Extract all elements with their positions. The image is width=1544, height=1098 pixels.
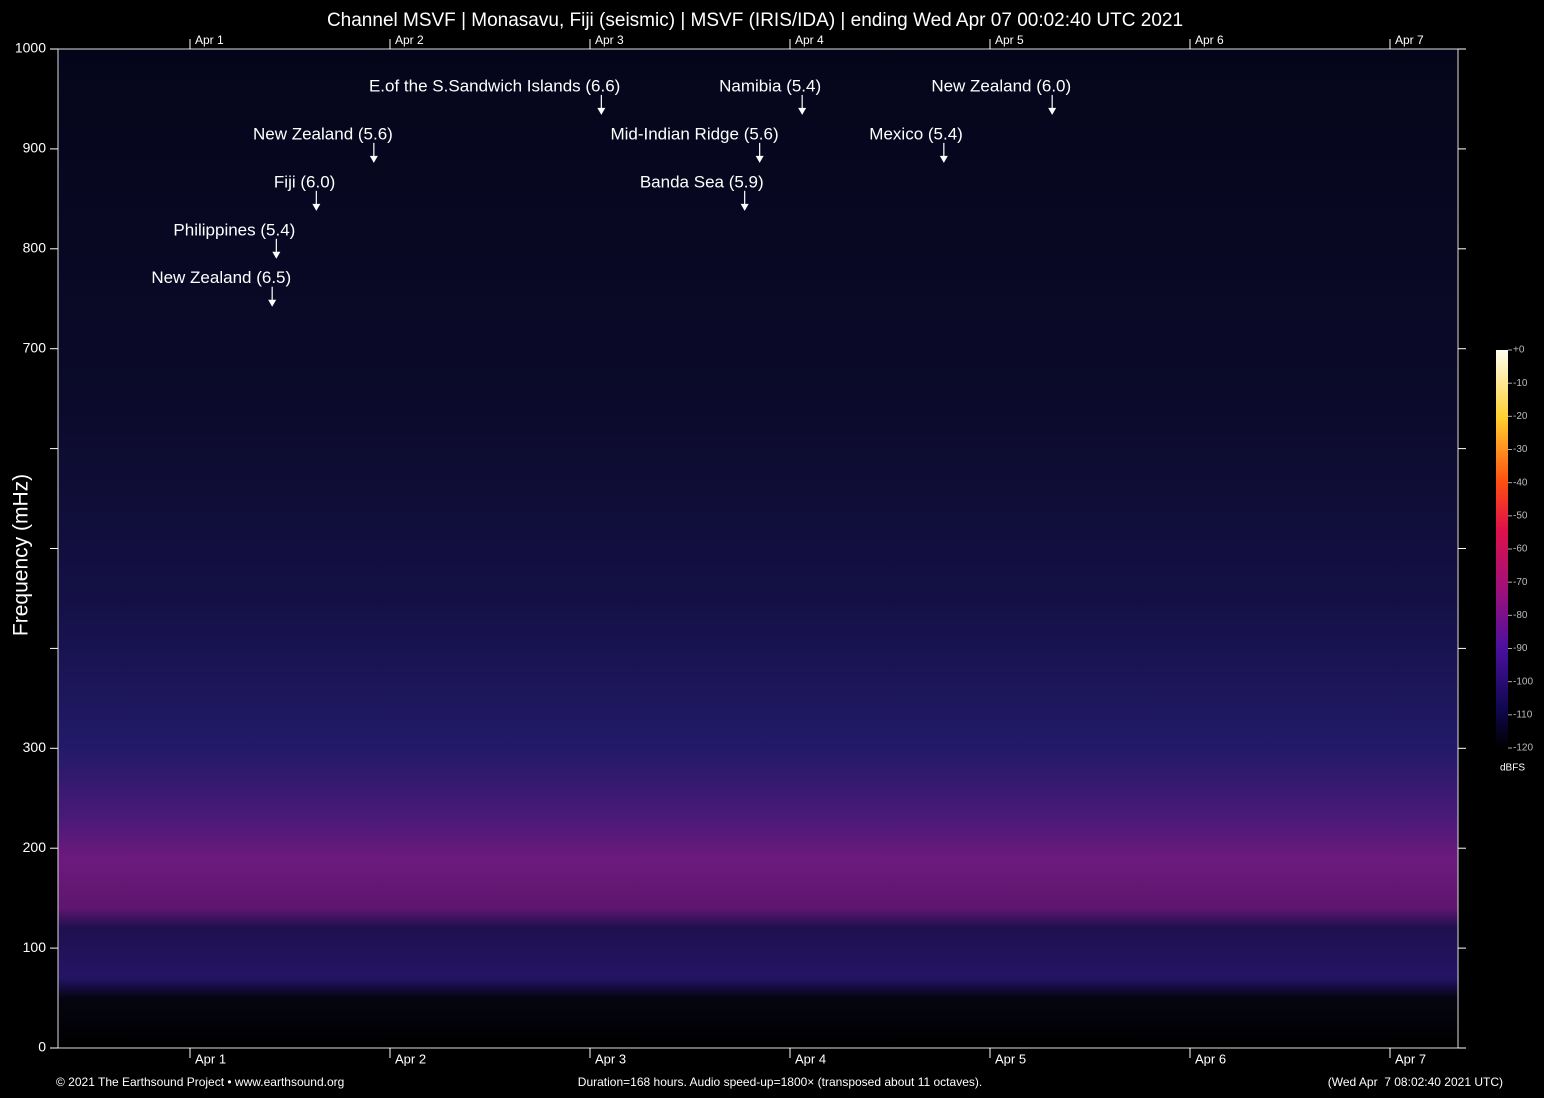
colorbar — [1496, 350, 1508, 748]
timestamp: (Wed Apr 7 08:02:40 2021 UTC) — [1328, 1075, 1503, 1089]
event-arrow — [798, 107, 807, 115]
event-label: Banda Sea (5.9) — [640, 172, 764, 191]
x-tick-label-top: Apr 7 — [1395, 33, 1424, 47]
y-tick-label: 900 — [23, 140, 47, 156]
y-tick-label: 700 — [23, 339, 47, 355]
event-label: E.of the S.Sandwich Islands (6.6) — [369, 76, 620, 95]
y-tick-label: 800 — [23, 240, 47, 256]
colorbar-tick-label: -100 — [1513, 676, 1533, 687]
colorbar-tick-label: -110 — [1513, 709, 1533, 720]
x-tick-label-top: Apr 1 — [195, 33, 224, 47]
colorbar-tick-label: -90 — [1513, 643, 1528, 654]
x-tick-label-top: Apr 4 — [795, 33, 824, 47]
credit: © 2021 The Earthsound Project • www.eart… — [56, 1075, 344, 1089]
x-tick-label: Apr 5 — [995, 1051, 1026, 1066]
event-arrow — [268, 299, 277, 307]
event-label: Namibia (5.4) — [719, 76, 821, 95]
event-arrow — [740, 203, 749, 211]
colorbar-tick-label: -30 — [1513, 444, 1528, 455]
y-tick-label: 200 — [23, 839, 47, 855]
event-label: Mexico (5.4) — [869, 124, 963, 143]
colorbar-tick-label: -60 — [1513, 544, 1528, 555]
x-tick-label-top: Apr 2 — [395, 33, 424, 47]
event-arrow — [312, 203, 321, 211]
note: Duration=168 hours. Audio speed-up=1800×… — [578, 1075, 982, 1089]
colorbar-tick-label: -20 — [1513, 411, 1528, 422]
colorbar-tick-label: -120 — [1513, 743, 1533, 754]
event-arrow — [939, 155, 948, 163]
event-label: New Zealand (6.0) — [931, 76, 1071, 95]
x-tick-label: Apr 2 — [395, 1051, 426, 1066]
x-tick-label-top: Apr 6 — [1195, 33, 1224, 47]
event-label: Mid-Indian Ridge (5.6) — [610, 124, 778, 143]
x-tick-label: Apr 3 — [595, 1051, 626, 1066]
x-tick-label: Apr 4 — [795, 1051, 826, 1066]
y-tick-label: 300 — [23, 739, 47, 755]
event-label: New Zealand (6.5) — [151, 268, 291, 287]
x-tick-label: Apr 6 — [1195, 1051, 1226, 1066]
event-label: Philippines (5.4) — [173, 220, 295, 239]
colorbar-tick-label: -10 — [1513, 378, 1528, 389]
colorbar-tick-label: -70 — [1513, 577, 1528, 588]
x-tick-label-top: Apr 5 — [995, 33, 1024, 47]
colorbar-tick-label: -40 — [1513, 477, 1528, 488]
event-arrow — [597, 107, 606, 115]
event-arrow — [1048, 107, 1057, 115]
chart-title: Channel MSVF | Monasavu, Fiji (seismic) … — [327, 10, 1183, 31]
colorbar-tick-label: -80 — [1513, 610, 1528, 621]
x-tick-label-top: Apr 3 — [595, 33, 624, 47]
event-label: New Zealand (5.6) — [253, 124, 393, 143]
y-axis-label: Frequency (mHz) — [10, 474, 33, 636]
spectrogram — [58, 49, 1458, 1048]
x-tick-label: Apr 7 — [1395, 1051, 1426, 1066]
event-arrow — [369, 155, 378, 163]
colorbar-label: dBFS — [1500, 763, 1525, 774]
event-arrow — [272, 251, 281, 259]
colorbar-tick-label: +0 — [1513, 345, 1525, 356]
y-tick-label: 100 — [23, 939, 47, 955]
colorbar-tick-label: -50 — [1513, 510, 1528, 521]
event-label: Fiji (6.0) — [274, 172, 335, 191]
event-arrow — [755, 155, 764, 163]
y-tick-label: 1000 — [15, 40, 46, 56]
y-tick-label: 0 — [38, 1039, 46, 1055]
x-tick-label: Apr 1 — [195, 1051, 226, 1066]
